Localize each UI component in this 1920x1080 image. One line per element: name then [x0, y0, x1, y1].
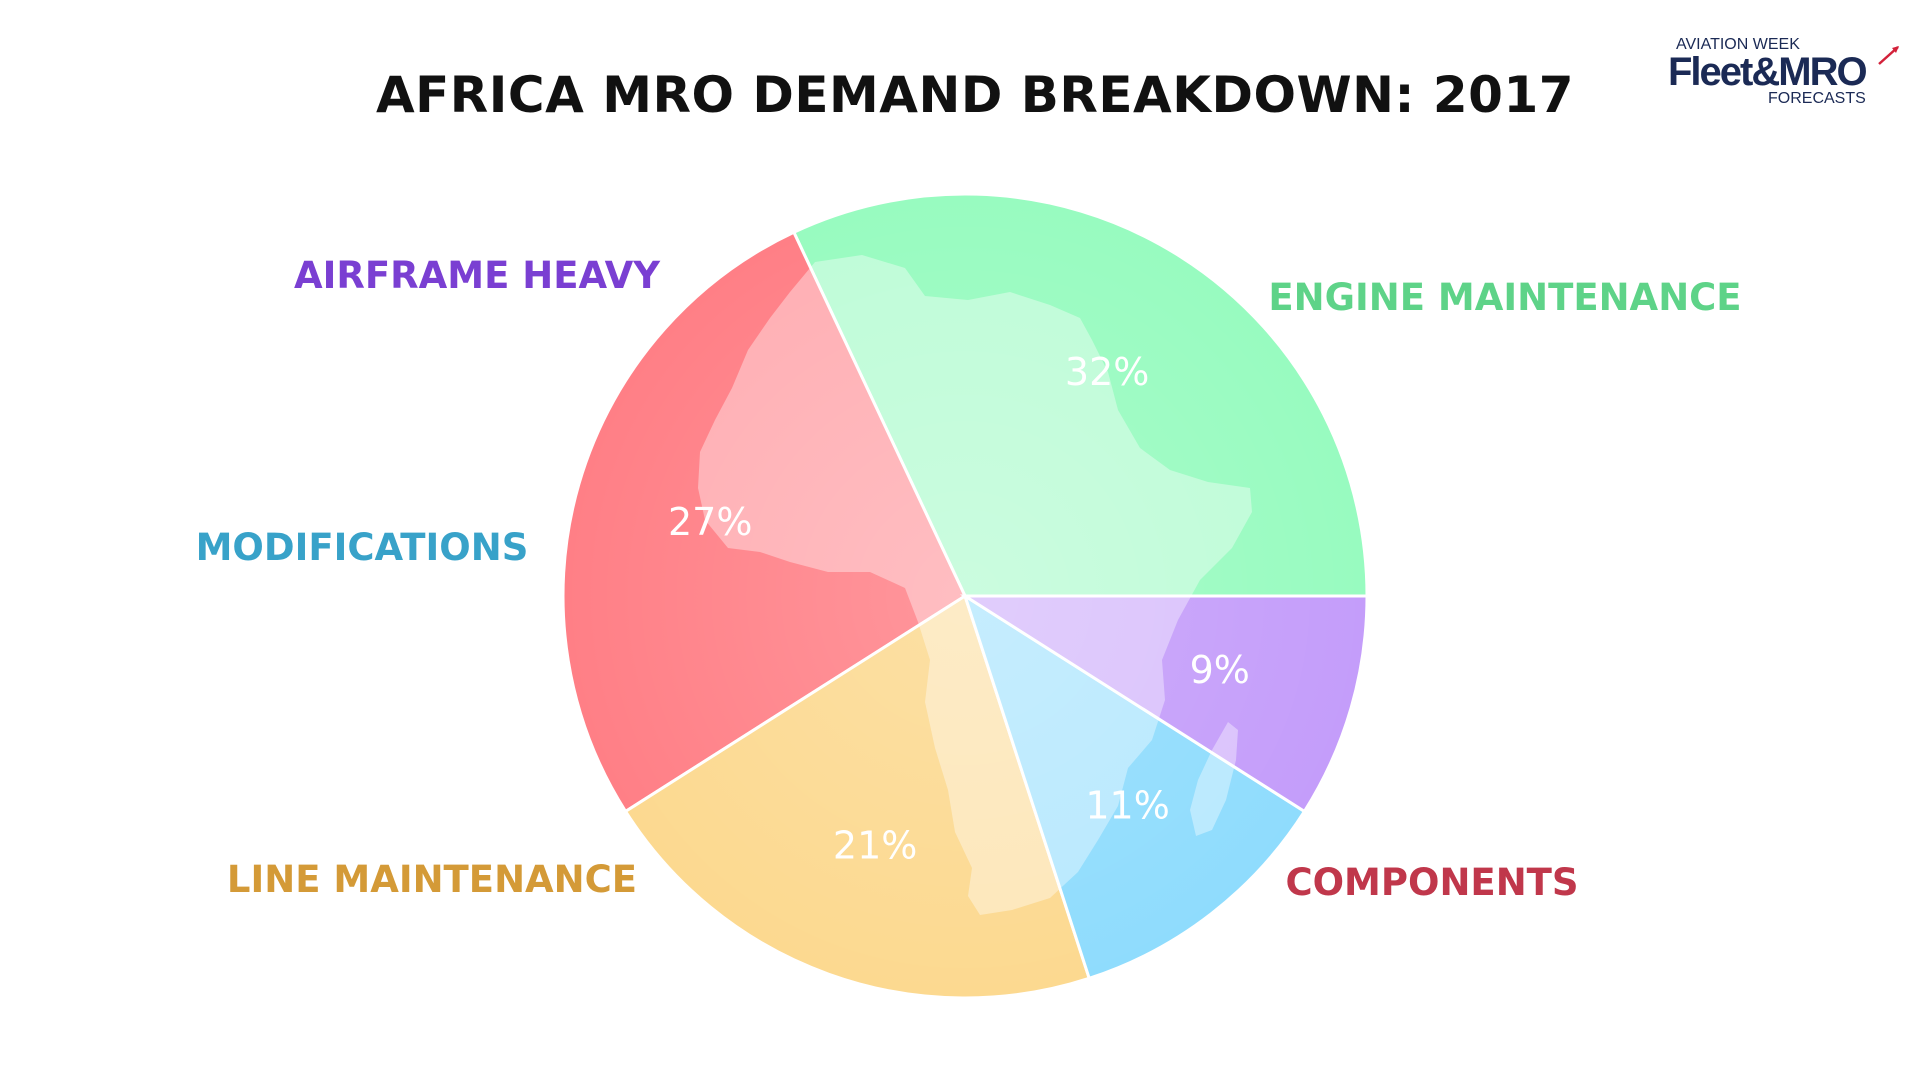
pie-category-label-airframe-heavy: AIRFRAME HEAVY — [294, 254, 661, 297]
pie-value-label-engine-maintenance: 32% — [1065, 350, 1149, 394]
aviation-week-logo: AVIATION WEEK Fleet&MRO FORECASTS — [1668, 36, 1899, 116]
pie-value-label-airframe-heavy: 9% — [1190, 648, 1250, 692]
pie-category-label-components: COMPONENTS — [1285, 861, 1578, 904]
logo-line-forecasts: FORECASTS — [1768, 90, 1866, 107]
pie-sheen — [563, 194, 1367, 998]
pie-category-label-engine-maintenance: ENGINE MAINTENANCE — [1268, 276, 1741, 319]
pie-value-label-line-maintenance: 21% — [833, 824, 917, 868]
pie-value-label-modifications: 11% — [1085, 784, 1169, 828]
pie-value-label-components: 27% — [668, 500, 752, 544]
pie-labels: 32% ENGINE MAINTENANCE 27% COMPONENTS 21% LIN… — [196, 254, 1742, 904]
chart-title: AFRICA MRO DEMAND BREAKDOWN: 2017 — [375, 66, 1575, 124]
pie-category-label-modifications: MODIFICATIONS — [196, 526, 529, 569]
logo-line-aviation-week: AVIATION WEEK — [1676, 36, 1800, 53]
logo-swoosh-icon — [1878, 46, 1899, 65]
pie-category-label-line-maintenance: LINE MAINTENANCE — [227, 858, 637, 901]
logo-line-fleet-mro: Fleet&MRO — [1668, 50, 1868, 94]
